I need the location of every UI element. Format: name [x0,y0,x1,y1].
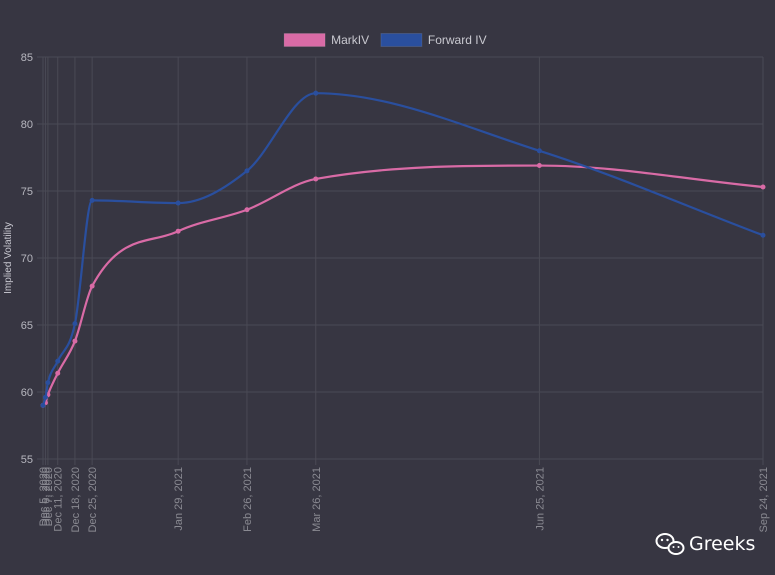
data-point[interactable] [55,358,61,364]
y-tick-label: 85 [21,52,33,64]
watermark-text: Greeks [689,533,755,555]
data-point[interactable] [244,168,250,174]
y-tick-label: 55 [21,454,33,466]
data-point[interactable] [760,232,766,238]
data-point[interactable] [40,402,46,408]
data-point[interactable] [175,200,181,206]
legend-swatch[interactable] [380,33,423,47]
data-point[interactable] [244,207,250,213]
data-point[interactable] [760,184,766,190]
x-tick-label: Dec 25, 2020 [87,467,99,532]
data-point[interactable] [89,283,95,289]
legend-swatch[interactable] [283,33,326,47]
x-tick-label: Dec 11, 2020 [53,467,65,532]
legend-label[interactable]: MarkIV [331,33,369,47]
x-tick-label: Dec 18, 2020 [70,467,82,532]
data-point[interactable] [175,228,181,234]
watermark: Greeks [655,533,755,555]
data-point[interactable] [55,370,61,376]
y-axis-ticks: 55 60 65 70 75 80 85 [21,52,33,466]
wechat-icon [655,533,685,555]
data-point[interactable] [313,90,319,96]
x-tick-label: Dec 5, 2020 [38,467,50,526]
data-point[interactable] [536,148,542,154]
series-layer [40,90,766,408]
y-tick-label: 75 [21,186,33,198]
data-point[interactable] [89,197,95,203]
x-tick-label: Feb 26, 2021 [242,467,254,532]
data-point[interactable] [72,321,78,327]
data-point[interactable] [72,338,78,344]
y-tick-label: 70 [21,253,33,265]
legend[interactable]: MarkIV Forward IV [283,33,487,47]
grid-lines [37,56,764,465]
x-tick-label: Jun 25, 2021 [534,467,546,531]
y-tick-label: 65 [21,320,33,332]
data-point[interactable] [42,394,48,400]
legend-label[interactable]: Forward IV [428,33,487,47]
y-tick-label: 60 [21,387,33,399]
data-point[interactable] [45,380,51,386]
x-tick-label: Dec 7, 2020 [43,467,55,526]
y-tick-label: 80 [21,119,33,131]
x-tick-label: Dec 6, 2020 [40,467,52,526]
x-tick-label: Jan 29, 2021 [173,467,185,531]
y-axis-label: Implied Volatility [3,222,14,294]
data-point[interactable] [536,163,542,169]
data-point[interactable] [313,176,319,182]
x-tick-label: Mar 26, 2021 [311,467,323,532]
x-tick-label: Sep 24, 2021 [758,467,770,532]
